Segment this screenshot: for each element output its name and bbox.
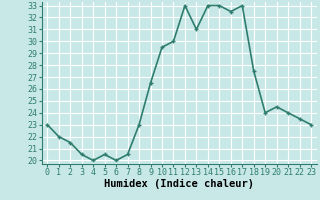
X-axis label: Humidex (Indice chaleur): Humidex (Indice chaleur) bbox=[104, 179, 254, 189]
